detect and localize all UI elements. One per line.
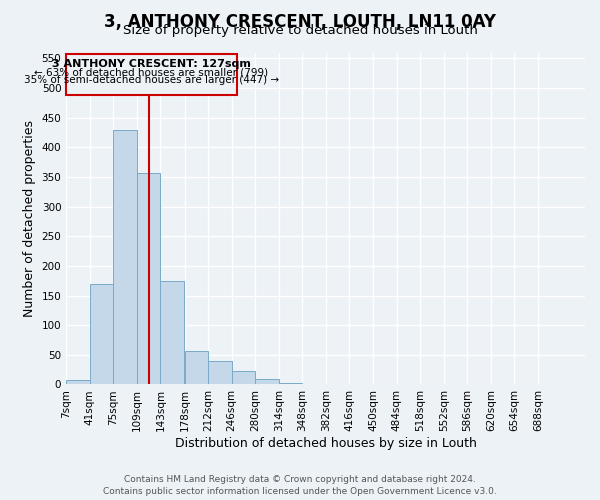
Bar xyxy=(255,378,279,384)
Text: Size of property relative to detached houses in Louth: Size of property relative to detached ho… xyxy=(122,24,478,37)
Text: ← 63% of detached houses are smaller (799): ← 63% of detached houses are smaller (79… xyxy=(34,68,268,78)
Bar xyxy=(232,372,255,384)
Bar xyxy=(113,130,137,384)
Y-axis label: Number of detached properties: Number of detached properties xyxy=(23,120,36,317)
Bar xyxy=(66,54,236,95)
Bar xyxy=(90,284,113,384)
Bar xyxy=(279,382,302,384)
Bar xyxy=(208,360,232,384)
Bar xyxy=(66,380,90,384)
Bar xyxy=(185,350,208,384)
Text: 35% of semi-detached houses are larger (447) →: 35% of semi-detached houses are larger (… xyxy=(24,75,279,85)
Text: 3 ANTHONY CRESCENT: 127sqm: 3 ANTHONY CRESCENT: 127sqm xyxy=(52,59,251,69)
Bar xyxy=(137,173,160,384)
Text: Contains HM Land Registry data © Crown copyright and database right 2024.
Contai: Contains HM Land Registry data © Crown c… xyxy=(103,474,497,496)
Bar xyxy=(160,280,184,384)
X-axis label: Distribution of detached houses by size in Louth: Distribution of detached houses by size … xyxy=(175,437,476,450)
Text: 3, ANTHONY CRESCENT, LOUTH, LN11 0AY: 3, ANTHONY CRESCENT, LOUTH, LN11 0AY xyxy=(104,12,496,30)
